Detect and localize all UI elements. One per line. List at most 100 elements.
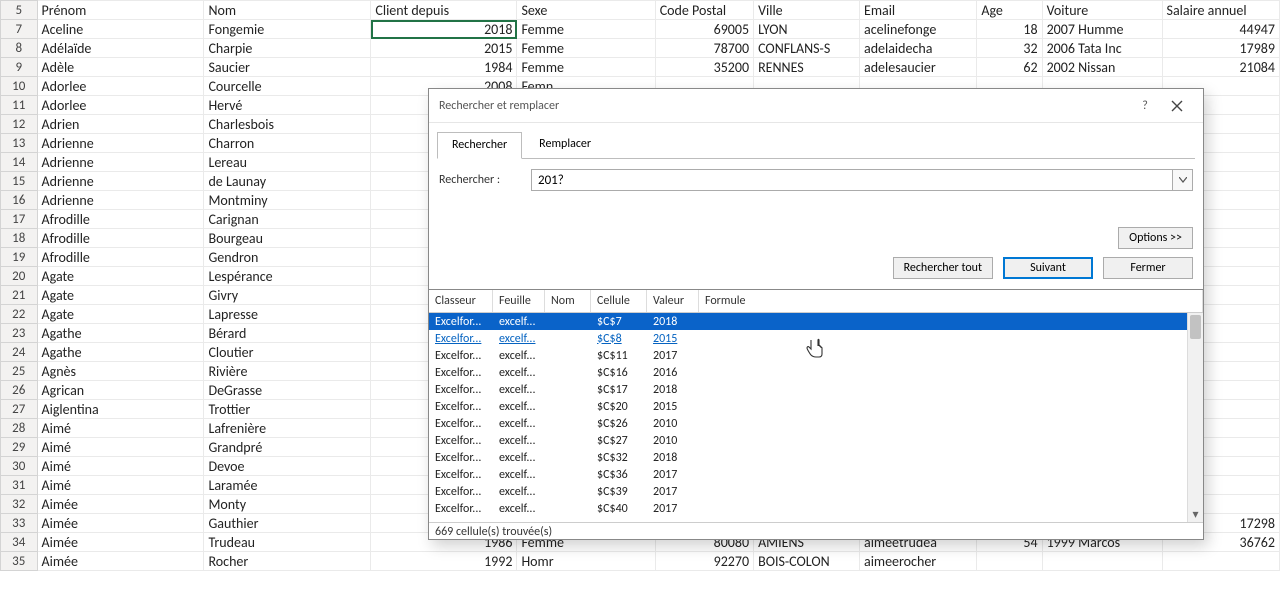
results-row[interactable]: Excelfor...excelf...$C$362017 [429,466,1203,483]
results-scrollbar[interactable]: ▴ ▾ [1187,313,1203,522]
results-row[interactable]: Excelfor...excelf...$C$82015 [429,330,1203,347]
cell[interactable]: Adrienne [37,134,204,153]
cell[interactable]: Saucier [204,58,371,77]
cell[interactable]: CONFLANS-S [754,39,860,58]
row-header[interactable]: 32 [1,495,38,514]
results-column-header[interactable]: Cellule [591,290,647,312]
results-row[interactable]: Excelfor...excelf...$C$202015 [429,398,1203,415]
cell[interactable]: Rivière [204,362,371,381]
cell[interactable]: 1984 [371,58,517,77]
results-column-header[interactable]: Formule [699,290,1203,312]
cell[interactable]: de Launay [204,172,371,191]
results-row[interactable]: Excelfor...excelf...$C$72018 [429,313,1203,330]
row-header[interactable]: 21 [1,286,38,305]
results-header[interactable]: ClasseurFeuilleNomCelluleValeurFormule [429,290,1203,313]
row-header[interactable]: 9 [1,58,38,77]
cell[interactable]: Fongemie [204,20,371,39]
column-header[interactable]: Sexe [517,1,655,20]
cell[interactable]: Lafrenière [204,419,371,438]
cell[interactable]: Trottier [204,400,371,419]
cell[interactable]: Adrienne [37,172,204,191]
cell[interactable]: Agnès [37,362,204,381]
results-column-header[interactable]: Feuille [493,290,545,312]
cell[interactable]: 44947 [1162,20,1279,39]
cell[interactable]: 2018 [371,20,517,39]
cell[interactable]: 32 [977,39,1042,58]
options-button[interactable]: Options >> [1118,227,1193,249]
row-header[interactable]: 17 [1,210,38,229]
cell[interactable]: aimeerocher [859,552,976,571]
cell[interactable]: adelaidecha [859,39,976,58]
results-row[interactable]: Excelfor...excelf...$C$172018 [429,381,1203,398]
row-header[interactable]: 8 [1,39,38,58]
cell[interactable]: Afrodille [37,229,204,248]
cell[interactable]: 92270 [655,552,753,571]
cell[interactable]: Carignan [204,210,371,229]
cell[interactable]: Aiglentina [37,400,204,419]
dialog-titlebar[interactable]: Rechercher et remplacer ? [429,89,1203,123]
cell[interactable] [1162,552,1279,571]
row-header[interactable]: 10 [1,77,38,96]
row-header[interactable]: 15 [1,172,38,191]
cell[interactable]: RENNES [754,58,860,77]
search-input[interactable] [531,169,1173,191]
cell[interactable]: Aimé [37,476,204,495]
cell[interactable]: 2006 Tata Inc [1042,39,1162,58]
results-body[interactable]: Excelfor...excelf...$C$72018Excelfor...e… [429,313,1203,522]
row-header[interactable]: 27 [1,400,38,419]
cell[interactable]: Aimé [37,438,204,457]
cell[interactable]: Gendron [204,248,371,267]
row-header[interactable]: 20 [1,267,38,286]
cell[interactable]: Devoe [204,457,371,476]
scroll-thumb[interactable] [1190,315,1201,339]
column-header[interactable]: Ville [754,1,860,20]
cell[interactable]: Grandpré [204,438,371,457]
column-header[interactable]: Salaire annuel [1162,1,1279,20]
row-header[interactable]: 28 [1,419,38,438]
row-header[interactable]: 33 [1,514,38,533]
help-icon[interactable]: ? [1129,91,1161,121]
results-row[interactable]: Excelfor...excelf...$C$112017 [429,347,1203,364]
row-header[interactable]: 24 [1,343,38,362]
cell[interactable]: Givry [204,286,371,305]
cell[interactable]: Gauthier [204,514,371,533]
cell[interactable]: Aceline [37,20,204,39]
cell[interactable]: acelinefonge [859,20,976,39]
row-header[interactable]: 25 [1,362,38,381]
cell[interactable] [1042,552,1162,571]
row-header[interactable]: 14 [1,153,38,172]
results-row[interactable]: Excelfor...excelf...$C$162016 [429,364,1203,381]
column-header[interactable]: Email [859,1,976,20]
results-column-header[interactable]: Classeur [429,290,493,312]
close-button[interactable]: Fermer [1103,257,1193,279]
cell[interactable]: Lapresse [204,305,371,324]
cell[interactable]: Aimée [37,495,204,514]
cell[interactable]: Femme [517,58,655,77]
cell[interactable]: Lereau [204,153,371,172]
cell[interactable]: LYON [754,20,860,39]
results-row[interactable]: Excelfor...excelf...$C$322018 [429,449,1203,466]
cell[interactable]: 2007 Humme [1042,20,1162,39]
row-header[interactable]: 18 [1,229,38,248]
results-column-header[interactable]: Valeur [647,290,699,312]
cell[interactable]: Agrican [37,381,204,400]
row-header[interactable]: 13 [1,134,38,153]
results-row[interactable]: Excelfor...excelf...$C$272010 [429,432,1203,449]
tab-remplacer[interactable]: Remplacer [524,131,606,158]
cell[interactable]: Agathe [37,343,204,362]
cell[interactable]: BOIS-COLON [754,552,860,571]
cell[interactable]: Agate [37,267,204,286]
cell[interactable]: 2015 [371,39,517,58]
cell[interactable]: 21084 [1162,58,1279,77]
scroll-down-icon[interactable]: ▾ [1188,506,1203,522]
cell[interactable]: Laramée [204,476,371,495]
cell[interactable]: Adrien [37,115,204,134]
cell[interactable]: Aimé [37,419,204,438]
cell[interactable]: 17989 [1162,39,1279,58]
cell[interactable]: 18 [977,20,1042,39]
column-header[interactable]: Prénom [37,1,204,20]
cell[interactable]: Adorlee [37,77,204,96]
cell[interactable]: Trudeau [204,533,371,552]
cell[interactable]: adelesaucier [859,58,976,77]
cell[interactable]: Agate [37,286,204,305]
